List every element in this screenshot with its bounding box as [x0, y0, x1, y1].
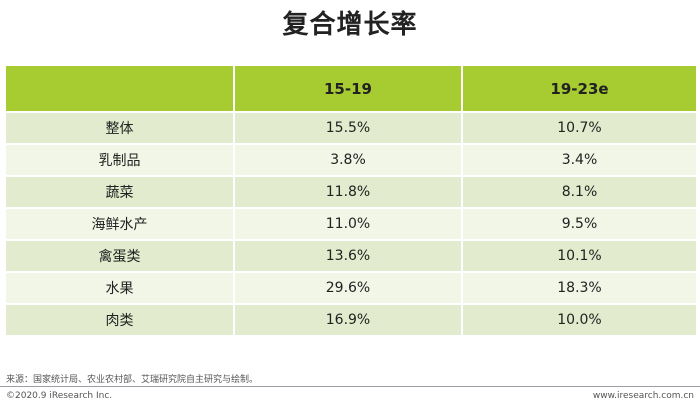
cell-19-23e: 10.7%: [462, 112, 696, 145]
row-label: 蔬菜: [6, 176, 235, 209]
cell-15-19: 11.0%: [234, 208, 463, 241]
cell-15-19: 13.6%: [234, 240, 463, 273]
header-cell-19-23e: 19-23e: [462, 66, 696, 113]
table-row: 蔬菜 11.8% 8.1%: [6, 176, 696, 209]
copyright-text: ©2020.9 iResearch Inc.: [6, 391, 113, 401]
header-cell-category: [6, 66, 235, 113]
cell-19-23e: 3.4%: [462, 144, 696, 177]
footer-divider: [0, 386, 700, 387]
row-label: 肉类: [6, 304, 235, 337]
website-text: www.iresearch.com.cn: [592, 391, 694, 401]
cell-19-23e: 18.3%: [462, 272, 696, 305]
source-note: 来源：国家统计局、农业农村部、艾瑞研究院自主研究与绘制。: [6, 375, 259, 385]
row-label: 禽蛋类: [6, 240, 235, 273]
cell-19-23e: 8.1%: [462, 176, 696, 209]
cell-15-19: 29.6%: [234, 272, 463, 305]
header-cell-15-19: 15-19: [234, 66, 463, 113]
row-label: 乳制品: [6, 144, 235, 177]
page-title: 复合增长率: [282, 10, 418, 40]
cell-15-19: 16.9%: [234, 304, 463, 337]
cell-15-19: 11.8%: [234, 176, 463, 209]
cell-19-23e: 10.1%: [462, 240, 696, 273]
table-row: 乳制品 3.8% 3.4%: [6, 144, 696, 177]
cell-19-23e: 9.5%: [462, 208, 696, 241]
table-row: 海鲜水产 11.0% 9.5%: [6, 208, 696, 241]
cell-19-23e: 10.0%: [462, 304, 696, 337]
row-label: 海鲜水产: [6, 208, 235, 241]
cell-15-19: 15.5%: [234, 112, 463, 145]
table-header-row: 15-19 19-23e: [6, 66, 696, 113]
growth-rate-table: 15-19 19-23e 整体 15.5% 10.7% 乳制品 3.8% 3.4…: [6, 66, 696, 337]
cell-15-19: 3.8%: [234, 144, 463, 177]
table-row: 肉类 16.9% 10.0%: [6, 304, 696, 337]
table-row: 禽蛋类 13.6% 10.1%: [6, 240, 696, 273]
row-label: 水果: [6, 272, 235, 305]
table-row: 整体 15.5% 10.7%: [6, 112, 696, 145]
table-row: 水果 29.6% 18.3%: [6, 272, 696, 305]
row-label: 整体: [6, 112, 235, 145]
